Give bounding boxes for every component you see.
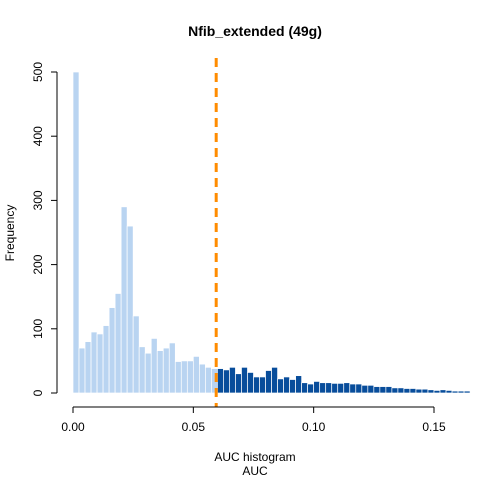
histogram-bar <box>331 383 339 394</box>
histogram-bar <box>283 376 290 394</box>
x-tick-label: 0.05 <box>182 420 206 434</box>
x-axis-label-line-2: AUC <box>242 464 268 478</box>
histogram-bar <box>403 388 411 394</box>
histogram-bar <box>217 368 224 394</box>
histogram-bar <box>174 361 182 394</box>
histogram-bar <box>313 381 321 394</box>
histogram-bar <box>180 360 188 394</box>
histogram-bar <box>289 379 296 394</box>
histogram-bar <box>192 356 200 394</box>
histogram-bar <box>120 206 128 394</box>
histogram-bar <box>319 382 327 394</box>
histogram-bar <box>391 387 399 394</box>
histogram-bar <box>199 363 206 394</box>
histogram-bar <box>379 386 387 394</box>
x-tick-label: 0.15 <box>422 420 446 434</box>
histogram-bar <box>168 342 176 394</box>
histogram-bar <box>235 373 242 394</box>
histogram-bar <box>355 383 363 394</box>
histogram-bar <box>241 366 248 394</box>
histogram-bar <box>150 338 158 394</box>
histogram-bar <box>223 369 230 394</box>
histogram-bar <box>156 350 164 394</box>
histogram-bar <box>126 225 134 394</box>
histogram-bar <box>349 383 357 394</box>
histogram-bar <box>307 383 315 394</box>
histogram-bar <box>415 388 423 394</box>
x-axis: 0.00 0.05 0.10 0.15 <box>61 406 446 434</box>
histogram-bar <box>247 372 254 394</box>
histogram-bar <box>373 386 381 394</box>
histogram-bar <box>367 384 375 394</box>
y-axis-label: Frequency <box>3 205 17 262</box>
histogram-bar <box>205 366 212 394</box>
x-tick-label: 0.00 <box>61 420 85 434</box>
y-axis: 0 100 200 300 400 500 <box>31 62 58 396</box>
histogram-bar <box>337 383 345 394</box>
y-tick-label: 400 <box>31 126 45 146</box>
histogram-bar <box>421 388 429 394</box>
histogram-bar <box>84 341 92 394</box>
y-tick-label: 100 <box>31 318 45 338</box>
histogram-bar <box>451 390 459 394</box>
histogram-bar <box>72 71 80 394</box>
histogram-bar <box>138 346 146 394</box>
y-tick-label: 200 <box>31 254 45 274</box>
x-axis-label-line-1: AUC histogram <box>214 450 295 464</box>
histogram-bar <box>114 293 122 394</box>
histogram-bar <box>385 386 393 394</box>
histogram-bar <box>301 382 309 394</box>
histogram-bar <box>186 360 194 394</box>
histogram-bar <box>253 376 260 394</box>
histogram-bar <box>229 366 236 394</box>
histogram-bar <box>265 370 272 394</box>
histogram-bar <box>463 390 471 394</box>
histogram-bar <box>325 382 333 394</box>
histogram-bar <box>343 382 351 394</box>
histogram-bar <box>102 325 110 394</box>
histogram-bar <box>445 390 453 394</box>
histogram-bar <box>162 347 170 394</box>
histogram-bar <box>361 384 369 394</box>
histogram-bars <box>72 71 471 394</box>
histogram-bar <box>271 366 278 394</box>
histogram-bar <box>427 389 435 394</box>
histogram-bar <box>409 388 417 394</box>
histogram-bar <box>108 307 116 394</box>
histogram-bar <box>144 352 152 394</box>
histogram-bar <box>397 387 405 394</box>
histogram-bar <box>295 375 302 394</box>
histogram-bar <box>277 378 284 394</box>
chart-title: Nfib_extended (49g) <box>188 23 322 39</box>
y-tick-label: 500 <box>31 62 45 82</box>
histogram-bar <box>96 333 104 394</box>
histogram-bar <box>439 389 447 394</box>
x-tick-label: 0.10 <box>302 420 326 434</box>
histogram-bar <box>259 376 266 394</box>
histogram-bar <box>90 331 98 394</box>
histogram-bar <box>457 390 465 394</box>
y-tick-label: 0 <box>31 389 45 396</box>
histogram-bar <box>132 315 140 394</box>
y-tick-label: 300 <box>31 190 45 210</box>
histogram-bar <box>78 347 86 394</box>
histogram-bar <box>433 390 441 394</box>
